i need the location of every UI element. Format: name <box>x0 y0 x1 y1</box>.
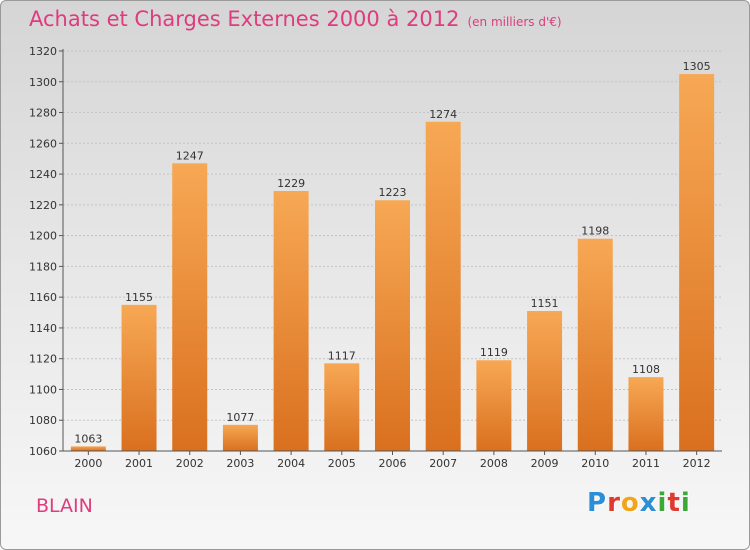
data-label: 1151 <box>531 297 559 310</box>
data-label: 1119 <box>480 346 508 359</box>
y-tick-label: 1240 <box>29 168 57 181</box>
x-tick-label: 2009 <box>531 457 559 470</box>
title-unit: (en milliers d'€) <box>467 15 562 29</box>
bars <box>70 74 715 452</box>
y-tick-label: 1060 <box>29 445 57 458</box>
data-label: 1077 <box>226 411 254 424</box>
data-label: 1108 <box>632 363 660 376</box>
x-tick-label: 2004 <box>277 457 305 470</box>
bar <box>375 200 410 451</box>
chart-title: Achats et Charges Externes 2000 à 2012 (e… <box>29 7 562 31</box>
data-label: 1274 <box>429 108 457 121</box>
proxiti-logo: Proxiti <box>587 488 691 518</box>
data-label: 1155 <box>125 291 153 304</box>
bar <box>222 424 258 451</box>
data-label: 1229 <box>277 177 305 190</box>
data-label: 1247 <box>176 149 204 162</box>
bar <box>121 304 157 451</box>
data-label: 1223 <box>379 186 407 199</box>
bar <box>527 311 563 451</box>
logo-letter: i <box>657 488 668 518</box>
logo-letter: t <box>667 488 681 518</box>
y-tick-label: 1280 <box>29 107 57 120</box>
y-tick-label: 1320 <box>29 45 57 58</box>
logo-letter: r <box>607 488 621 518</box>
y-tick-label: 1300 <box>29 76 57 89</box>
x-tick-label: 2007 <box>429 457 457 470</box>
axes <box>59 49 722 455</box>
bar <box>425 121 461 452</box>
bar <box>70 446 106 451</box>
x-tick-label: 2008 <box>480 457 508 470</box>
data-label: 1198 <box>581 225 609 238</box>
data-label: 1063 <box>74 432 102 445</box>
x-tick-label: 2005 <box>328 457 356 470</box>
bar <box>273 191 309 451</box>
logo-letter: i <box>680 488 691 518</box>
bar <box>324 363 360 451</box>
x-tick-label: 2002 <box>176 457 204 470</box>
x-tick-label: 2011 <box>632 457 660 470</box>
y-tick-label: 1140 <box>29 322 57 335</box>
bar <box>172 163 208 452</box>
title-text: Achats et Charges Externes 2000 à 2012 <box>29 7 460 31</box>
bar <box>628 377 664 451</box>
y-tick-label: 1100 <box>29 383 57 396</box>
y-tick-label: 1220 <box>29 199 57 212</box>
logo-letter: x <box>639 488 658 518</box>
y-tick-label: 1180 <box>29 260 57 273</box>
bar <box>476 360 512 451</box>
x-tick-label: 2010 <box>581 457 609 470</box>
y-tick-label: 1120 <box>29 353 57 366</box>
bar <box>577 238 613 451</box>
data-label: 1117 <box>328 349 356 362</box>
commune-name: BLAIN <box>36 495 93 517</box>
labels: 1060 1080 1100 1120 1140 1160 1180 1200 1220 1240… <box>29 45 711 470</box>
x-tick-label: 2003 <box>226 457 254 470</box>
logo-letter: P <box>587 488 608 518</box>
logo-letter: o <box>620 488 640 518</box>
bar <box>679 74 715 452</box>
x-tick-label: 2001 <box>125 457 153 470</box>
data-label: 1305 <box>683 60 711 73</box>
y-tick-label: 1200 <box>29 230 57 243</box>
x-tick-label: 2006 <box>379 457 407 470</box>
y-tick-label: 1260 <box>29 137 57 150</box>
x-tick-label: 2000 <box>74 457 102 470</box>
y-tick-label: 1080 <box>29 414 57 427</box>
x-tick-label: 2012 <box>683 457 711 470</box>
y-tick-label: 1160 <box>29 291 57 304</box>
